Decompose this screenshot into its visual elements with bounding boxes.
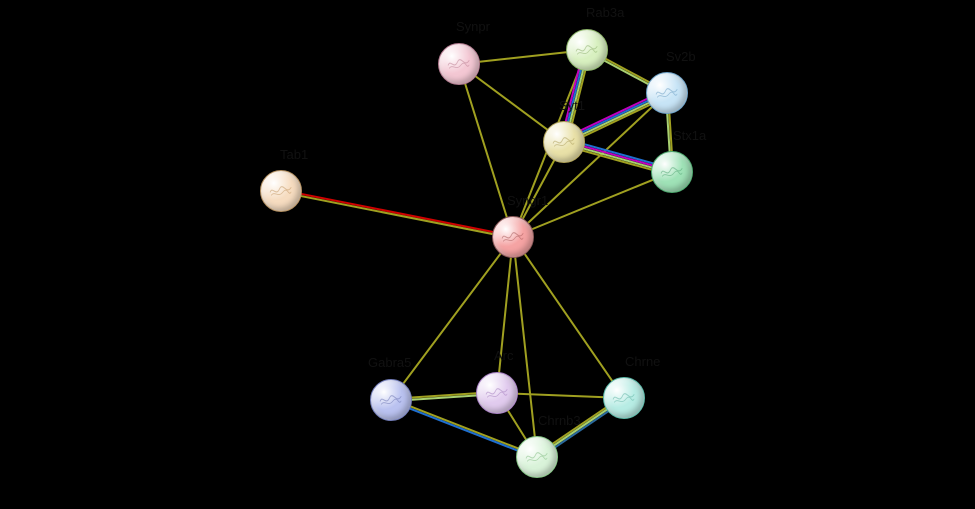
- node-bubble-tab1[interactable]: [260, 170, 302, 212]
- edge-syngr1-chrnb3-coexpression: [513, 237, 537, 457]
- protein-structure-icon: [660, 164, 683, 179]
- edge-tab1-syngr1-fusion: [281, 190, 513, 236]
- edge-tab1-syngr1-coexpression: [281, 192, 513, 238]
- node-bubble-rab3a[interactable]: [566, 29, 608, 71]
- node-tab1[interactable]: Tab1: [260, 170, 302, 212]
- node-bubble-syngr1[interactable]: [492, 216, 534, 258]
- node-syngr1[interactable]: Syngr1: [492, 216, 534, 258]
- edge-syngr1-stx1a-coexpression: [513, 172, 672, 237]
- protein-structure-icon: [552, 134, 575, 149]
- node-rab3a[interactable]: Rab3a: [566, 29, 608, 71]
- protein-structure-icon: [575, 42, 598, 57]
- edge-layer: [0, 0, 975, 509]
- node-syt1[interactable]: Syt1: [543, 121, 585, 163]
- node-gabra5[interactable]: Gabra5: [370, 379, 412, 421]
- node-bubble-gabra5[interactable]: [370, 379, 412, 421]
- node-label-gabra5: Gabra5: [368, 356, 411, 369]
- protein-structure-icon: [447, 56, 470, 71]
- protein-structure-icon: [655, 85, 678, 100]
- node-label-arc: Arc: [494, 349, 514, 362]
- node-bubble-chrne[interactable]: [603, 377, 645, 419]
- node-arc[interactable]: Arc: [476, 372, 518, 414]
- edge-syngr1-synpr-coexpression: [459, 64, 513, 237]
- node-bubble-synpr[interactable]: [438, 43, 480, 85]
- node-bubble-stx1a[interactable]: [651, 151, 693, 193]
- protein-structure-icon: [525, 449, 548, 464]
- protein-structure-icon: [612, 390, 635, 405]
- node-stx1a[interactable]: Stx1a: [651, 151, 693, 193]
- node-bubble-syt1[interactable]: [543, 121, 585, 163]
- node-label-chrne: Chrne: [625, 355, 660, 368]
- edge-syngr1-chrne-coexpression: [513, 237, 624, 398]
- edge-syngr1-sv2b-coexpression: [513, 93, 667, 237]
- node-label-tab1: Tab1: [280, 148, 308, 161]
- node-bubble-sv2b[interactable]: [646, 72, 688, 114]
- network-diagram: Syngr1 Tab1 Synpr Rab3a Sv2b Syt1 Stx1a …: [0, 0, 975, 509]
- protein-structure-icon: [269, 183, 292, 198]
- protein-structure-icon: [485, 385, 508, 400]
- node-label-stx1a: Stx1a: [673, 129, 706, 142]
- node-label-synpr: Synpr: [456, 20, 490, 33]
- node-bubble-arc[interactable]: [476, 372, 518, 414]
- node-synpr[interactable]: Synpr: [438, 43, 480, 85]
- edge-syngr1-arc-coexpression: [497, 237, 513, 393]
- node-label-sv2b: Sv2b: [666, 50, 696, 63]
- node-bubble-chrnb3[interactable]: [516, 436, 558, 478]
- node-sv2b[interactable]: Sv2b: [646, 72, 688, 114]
- node-label-syngr1: Syngr1: [507, 194, 548, 207]
- node-label-syt1: Syt1: [559, 99, 585, 112]
- protein-structure-icon: [501, 229, 524, 244]
- node-chrne[interactable]: Chrne: [603, 377, 645, 419]
- node-chrnb3[interactable]: Chrnb3: [516, 436, 558, 478]
- node-label-rab3a: Rab3a: [586, 6, 624, 19]
- protein-structure-icon: [379, 392, 402, 407]
- node-label-chrnb3: Chrnb3: [538, 414, 581, 427]
